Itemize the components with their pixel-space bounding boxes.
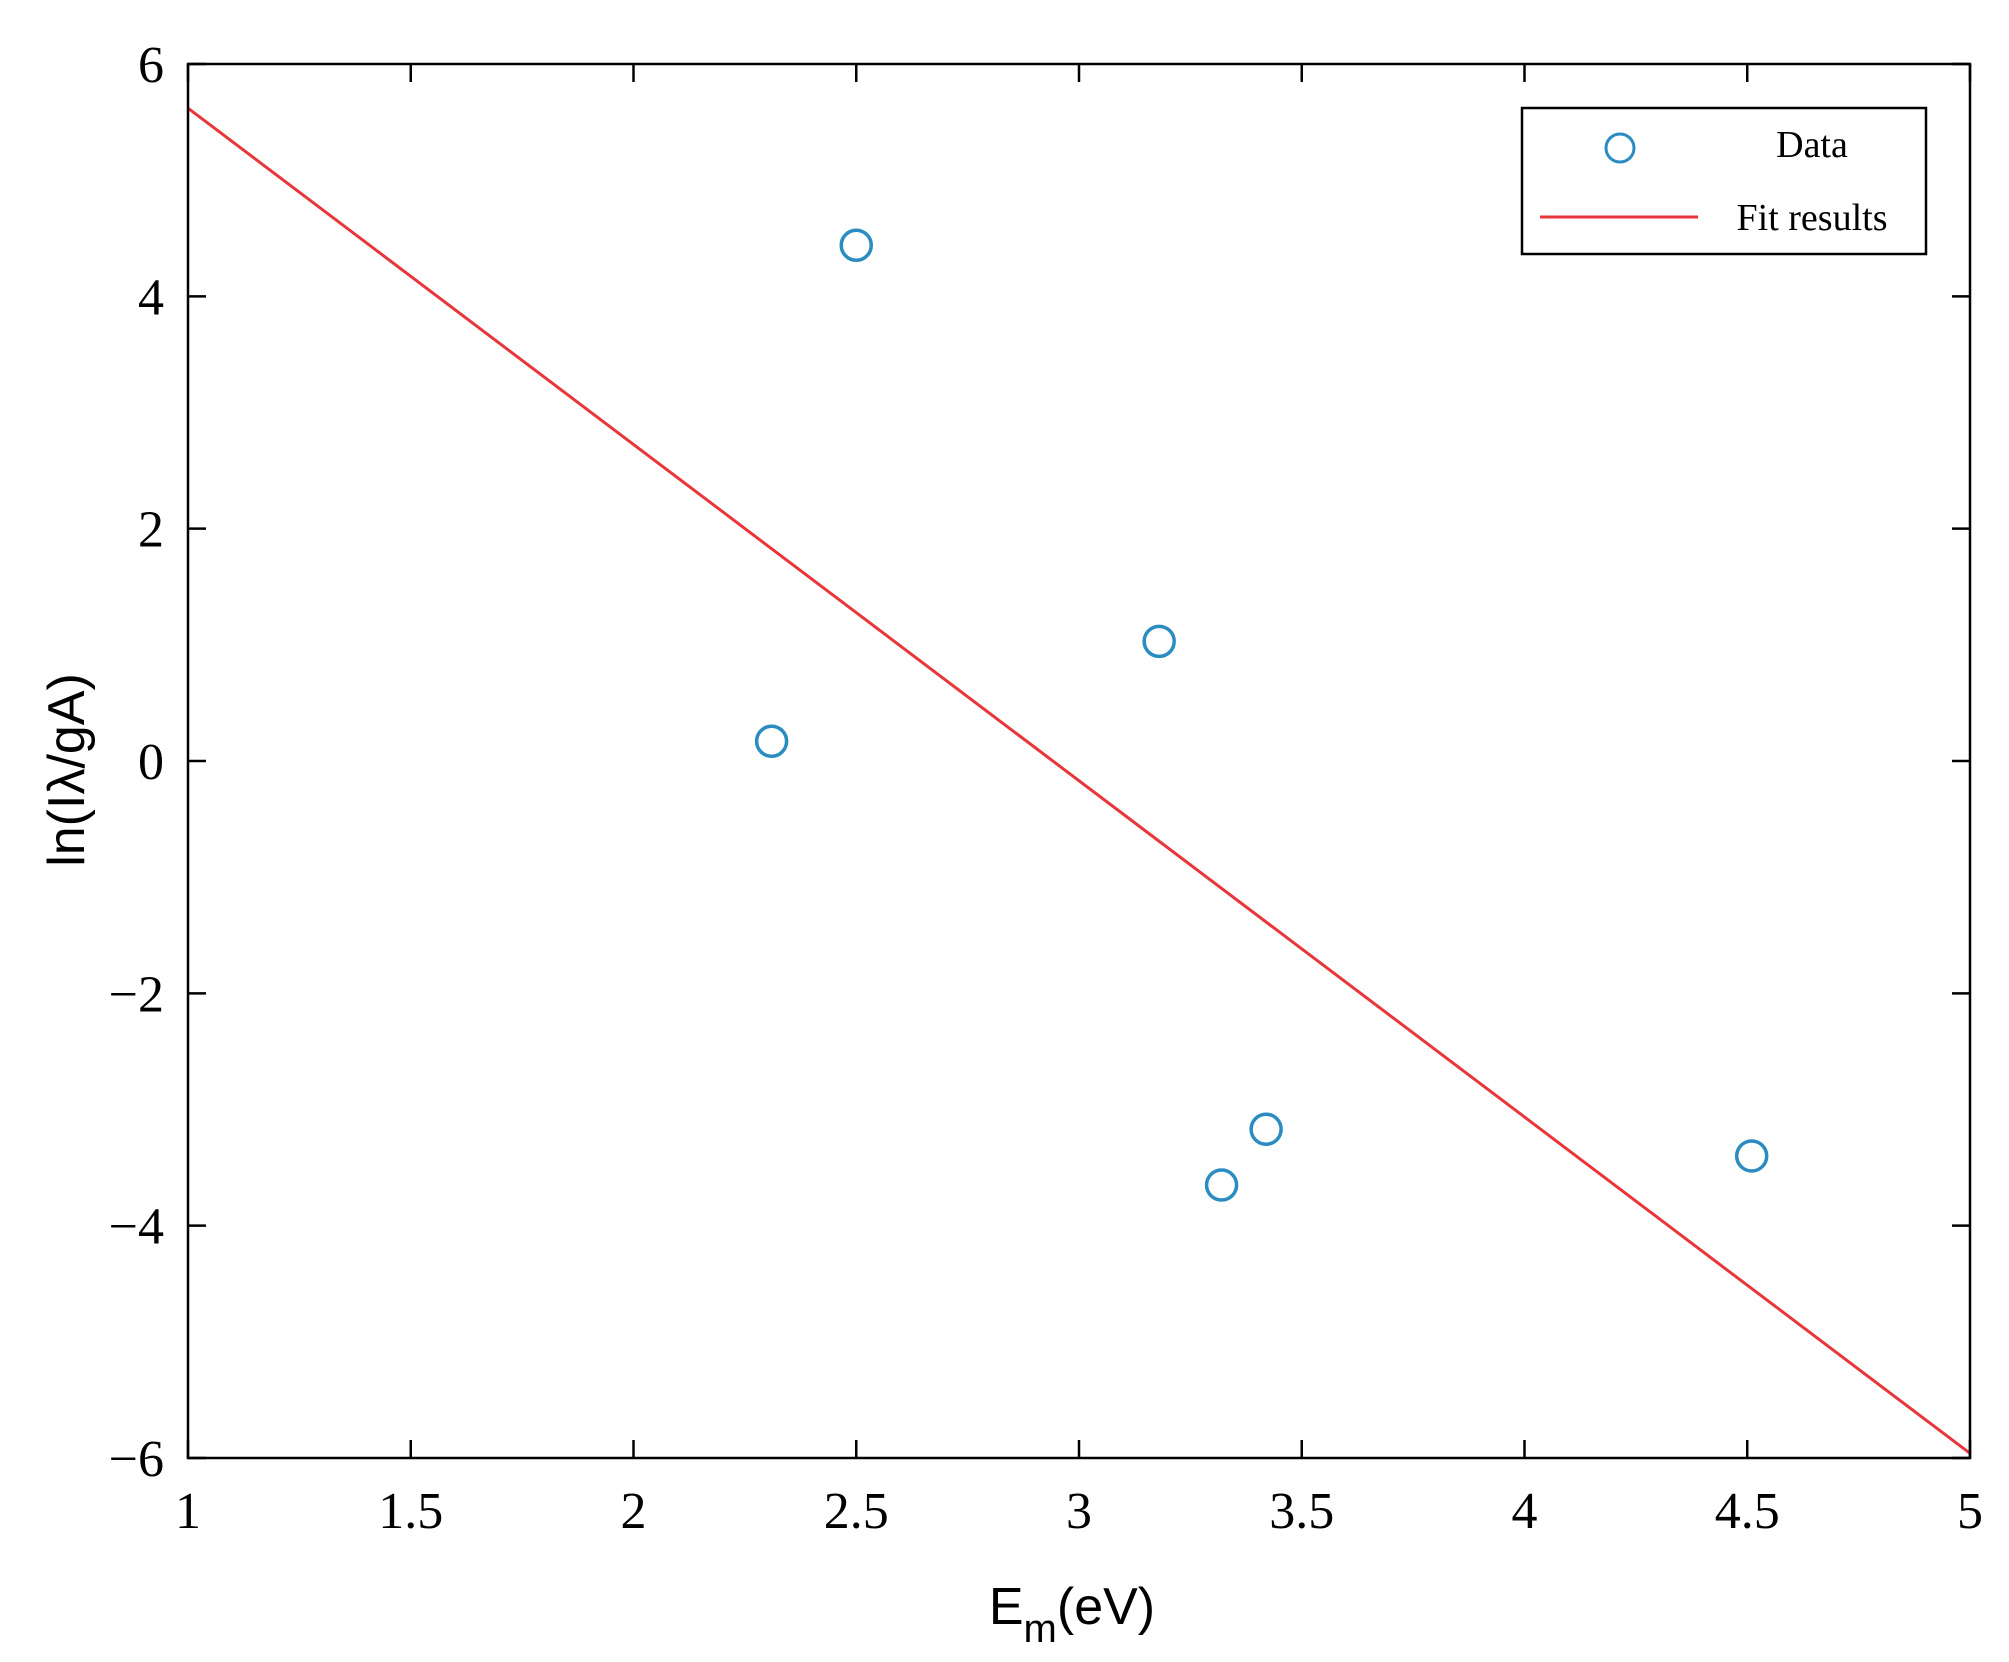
x-tick-label: 1.5 [378, 1483, 443, 1540]
y-tick-label: 6 [138, 37, 164, 94]
data-point [754, 724, 789, 759]
legend-marker-data [1604, 132, 1636, 164]
data-points-layer [754, 228, 1769, 1202]
y-tick-label: 4 [138, 269, 164, 326]
x-tick-label: 4 [1512, 1483, 1538, 1540]
data-point [1204, 1168, 1239, 1202]
data-point [839, 228, 873, 262]
x-axis-title-subscript: m [1024, 1607, 1057, 1651]
x-axis-title-main: E [989, 1578, 1024, 1636]
x-axis-title: Em(eV) [989, 1578, 1155, 1651]
legend-box [1520, 106, 1928, 256]
y-tick-labels: −6 −4 −2 0 2 4 6 [109, 37, 164, 1488]
x-tick-label: 2 [621, 1483, 647, 1540]
y-tick-label: 2 [138, 502, 164, 559]
x-tick-label: 4.5 [1715, 1483, 1780, 1540]
fit-line [187, 106, 1971, 1455]
fit-line-layer [187, 106, 1971, 1455]
x-axis-title-unit: (eV) [1057, 1578, 1155, 1636]
y-tick-label: −4 [109, 1199, 164, 1256]
x-tick-label: 5 [1957, 1483, 1983, 1540]
data-point [1249, 1112, 1283, 1146]
y-tick-label: 0 [138, 734, 164, 791]
legend: Data Fit results [1520, 106, 1928, 256]
data-point [1734, 1139, 1769, 1173]
legend-label-data: Data [1776, 124, 1848, 166]
legend-label-fit: Fit results [1737, 197, 1888, 239]
x-tick-label: 3 [1066, 1483, 1092, 1540]
y-tick-label: −6 [109, 1431, 164, 1488]
x-tick-labels: 1 1.5 2 2.5 3 3.5 4 4.5 5 [175, 1483, 1983, 1540]
x-tick-label: 3.5 [1269, 1483, 1334, 1540]
y-tick-label: −2 [109, 966, 164, 1023]
plot-area-frame [186, 62, 1972, 1460]
x-tick-label: 2.5 [824, 1483, 889, 1540]
y-axis-title: ln(Iλ/gA) [38, 673, 96, 867]
data-point [1142, 624, 1176, 659]
x-tick-label: 1 [175, 1483, 201, 1540]
